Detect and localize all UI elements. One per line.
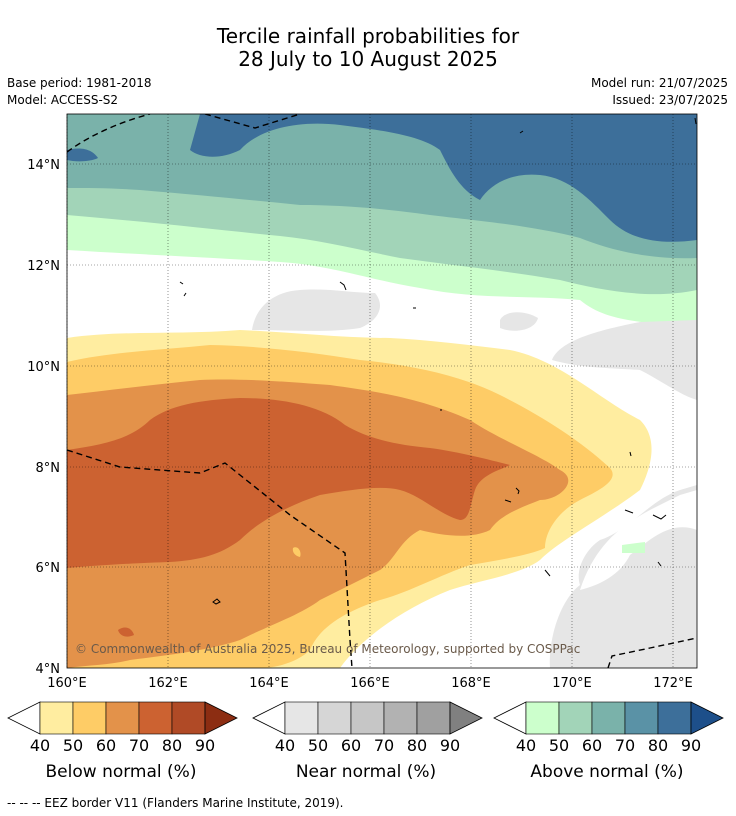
lon-tick-162e: 162°E <box>148 676 188 691</box>
title-line-1: Tercile rainfall probabilities for <box>216 24 520 48</box>
colorbar-above-tick: 90 <box>681 736 701 755</box>
lat-tick-8n: 8°N <box>36 461 61 476</box>
colorbar-below-label: Below normal (%) <box>45 762 197 782</box>
colorbar-below-tick: 90 <box>195 736 215 755</box>
lon-tick-170e: 170°E <box>552 676 592 691</box>
lat-tick-4n: 4°N <box>36 662 61 677</box>
colorbar-above-segment <box>591 701 626 735</box>
colorbar-above-tick: 40 <box>516 736 536 755</box>
near-40-patch-1 <box>252 289 380 331</box>
colorbar-below-tick: 60 <box>96 736 116 755</box>
colorbar-near-tick: 70 <box>374 736 394 755</box>
above-70-patch <box>67 148 98 162</box>
near-40-patch-2 <box>500 312 538 331</box>
colorbar-near-high-extension <box>449 701 483 735</box>
colorbar-near-segment <box>284 701 319 735</box>
lat-tick-14n: 14°N <box>27 158 60 173</box>
colorbar-above-label: Above normal (%) <box>530 762 684 782</box>
colorbar-near-segment <box>383 701 418 735</box>
colorbar-above-segment <box>525 701 560 735</box>
islands <box>179 117 697 605</box>
below-70-region <box>67 398 510 568</box>
colorbar-above-tick: 50 <box>549 736 569 755</box>
colorbar-above-tick: 80 <box>648 736 668 755</box>
colorbar-near-segment <box>350 701 385 735</box>
colorbar-below-segment <box>171 701 206 735</box>
colorbar-below-tick: 50 <box>63 736 83 755</box>
colorbar-near-label: Near normal (%) <box>295 762 437 782</box>
lat-tick-6n: 6°N <box>36 561 61 576</box>
lon-ticks: 160°E 162°E 164°E 166°E 168°E 170°E 172°… <box>47 676 693 691</box>
colorbar-near-tick: 40 <box>275 736 295 755</box>
colorbar-near-tick: 50 <box>308 736 328 755</box>
lon-tick-164e: 164°E <box>249 676 289 691</box>
colorbar-near-tick: 80 <box>407 736 427 755</box>
colorbar-below-segment <box>39 701 74 735</box>
colorbar-above-tick: 70 <box>615 736 635 755</box>
colorbar-below-tick: 70 <box>129 736 149 755</box>
colorbar-near-low-extension <box>252 701 286 735</box>
colorbar-near-segment <box>317 701 352 735</box>
colorbar-near-tick: 60 <box>341 736 361 755</box>
lon-tick-168e: 168°E <box>451 676 491 691</box>
copyright-notice: © Commonwealth of Australia 2025, Bureau… <box>75 642 580 656</box>
colorbar-below-tick: 40 <box>30 736 50 755</box>
above-70-region <box>190 114 697 242</box>
map-frame <box>66 113 698 669</box>
colorbar-below-segment <box>138 701 173 735</box>
lat-tick-12n: 12°N <box>27 259 60 274</box>
lat-ticks: 14°N 12°N 10°N 8°N 6°N 4°N <box>27 158 60 677</box>
lon-tick-172e: 172°E <box>653 676 693 691</box>
colorbar-below-segment <box>72 701 107 735</box>
below-50-patch <box>292 547 301 557</box>
colorbar-below-tick: 80 <box>162 736 182 755</box>
colorbar-near-segment <box>416 701 451 735</box>
colorbar-above-segment <box>624 701 659 735</box>
eez-footnote: -- -- -- EEZ border V11 (Flanders Marine… <box>7 796 344 810</box>
colorbar-near: 40 50 60 70 80 90 <box>252 701 483 755</box>
colorbar-below-high-extension <box>204 701 238 735</box>
title-line-2: 28 July to 10 August 2025 <box>238 47 498 71</box>
issued-date: Issued: 23/07/2025 <box>612 93 728 107</box>
white-gap-2 <box>580 490 697 590</box>
colorbar-above-high-extension <box>690 701 724 735</box>
model-name: Model: ACCESS-S2 <box>7 93 119 107</box>
colorbar-above-tick: 60 <box>582 736 602 755</box>
lon-tick-166e: 166°E <box>350 676 390 691</box>
model-run: Model run: 21/07/2025 <box>590 76 728 90</box>
colorbar-above-low-extension <box>493 701 527 735</box>
below-70-patch <box>118 627 134 637</box>
colorbar-above-segment <box>558 701 593 735</box>
above-40-patch <box>622 542 645 553</box>
colorbar-near-tick: 90 <box>440 736 460 755</box>
lon-tick-160e: 160°E <box>47 676 87 691</box>
colorbar-below: 40 50 60 70 80 90 <box>7 701 238 755</box>
probability-field <box>67 114 697 668</box>
lat-tick-10n: 10°N <box>27 360 60 375</box>
colorbar-below-low-extension <box>7 701 41 735</box>
colorbar-above-segment <box>657 701 692 735</box>
colorbar-above: 40 50 60 70 80 90 <box>493 701 724 755</box>
eez-borders <box>67 114 697 668</box>
base-period: Base period: 1981-2018 <box>7 76 152 90</box>
colorbar-below-segment <box>105 701 140 735</box>
